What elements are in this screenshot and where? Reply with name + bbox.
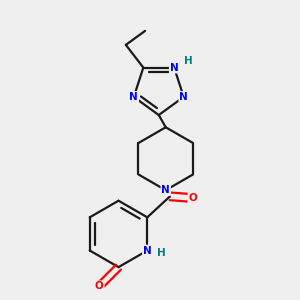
Text: N: N — [179, 92, 188, 102]
Text: H: H — [157, 248, 166, 258]
Text: H: H — [184, 56, 193, 66]
Text: N: N — [129, 92, 138, 102]
Text: N: N — [161, 185, 170, 195]
Text: N: N — [143, 245, 152, 256]
Text: O: O — [95, 281, 104, 291]
Text: O: O — [188, 193, 197, 203]
Text: N: N — [170, 63, 178, 73]
